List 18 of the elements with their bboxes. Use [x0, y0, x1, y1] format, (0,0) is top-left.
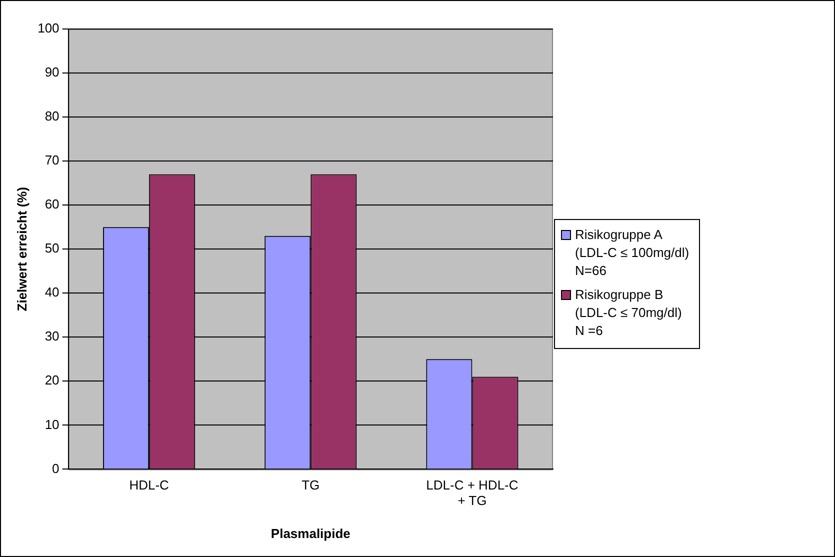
y-tick-label: 90: [44, 64, 60, 80]
y-tick-label: 60: [44, 196, 60, 212]
y-tick-label: 20: [44, 372, 60, 388]
y-tick-label: 50: [44, 240, 60, 256]
y-tick-label: 10: [44, 416, 60, 432]
y-axis-title: Zielwert erreicht (%): [14, 186, 30, 312]
x-tick-label: LDL-C + HDL-C + TG: [426, 478, 518, 508]
y-tick-label: 0: [52, 460, 60, 476]
y-tick-label: 40: [44, 284, 60, 300]
y-tick-label: 100: [38, 20, 60, 36]
x-tick-label: HDL-C: [129, 478, 169, 493]
y-tick-label: 30: [44, 328, 60, 344]
y-tick-label: 70: [44, 152, 60, 168]
x-tick-label: TG: [302, 478, 320, 493]
x-axis-title: Plasmalipide: [270, 526, 350, 541]
y-tick-label: 80: [44, 108, 60, 124]
legend-label: Risikogruppe B (LDL-C ≤ 70mg/dl) N =6: [575, 286, 682, 340]
legend-label: Risikogruppe A (LDL-C ≤ 100mg/dl) N=66: [575, 226, 690, 280]
